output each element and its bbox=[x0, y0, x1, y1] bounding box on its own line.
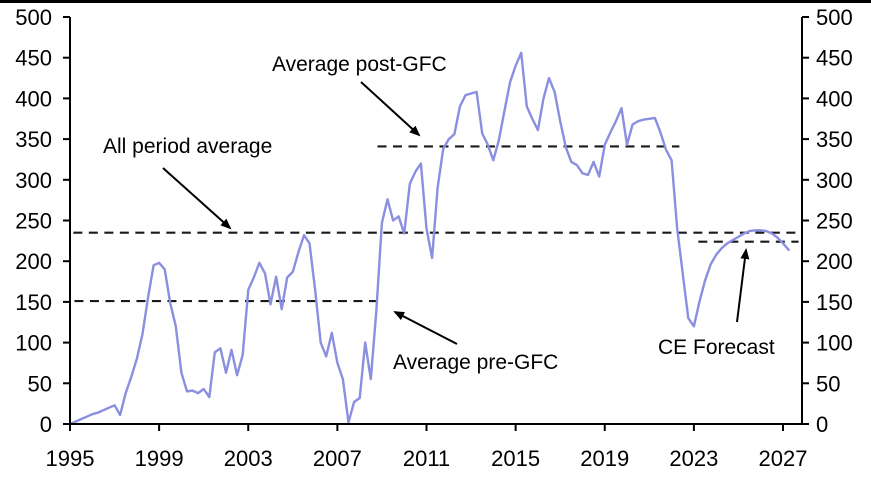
x-tick-label: 2027 bbox=[759, 446, 808, 471]
annotation-label-pre-gfc-average: Average pre-GFC bbox=[393, 351, 558, 374]
annotation-label-all-period-average: All period average bbox=[103, 135, 272, 158]
x-tick-label: 2023 bbox=[669, 446, 718, 471]
y-tick-label-right: 300 bbox=[816, 168, 853, 193]
y-tick-label-right: 500 bbox=[816, 5, 853, 30]
y-tick-label-left: 150 bbox=[15, 290, 52, 315]
y-tick-label-left: 100 bbox=[15, 331, 52, 356]
y-tick-label-right: 350 bbox=[816, 127, 853, 152]
annotation-label-ce-forecast: CE Forecast bbox=[658, 336, 775, 359]
x-tick-label: 1995 bbox=[46, 446, 95, 471]
y-tick-label-left: 200 bbox=[15, 249, 52, 274]
y-tick-label-left: 400 bbox=[15, 86, 52, 111]
y-tick-label-right: 200 bbox=[816, 249, 853, 274]
annotation-arrow-pre-gfc-average bbox=[393, 311, 458, 345]
y-tick-label-left: 450 bbox=[15, 46, 52, 71]
x-tick-label: 2011 bbox=[403, 446, 450, 471]
x-tick-label: 2007 bbox=[313, 446, 362, 471]
y-tick-label-left: 250 bbox=[15, 209, 52, 234]
y-tick-label-right: 100 bbox=[816, 331, 853, 356]
y-tick-label-right: 250 bbox=[816, 209, 853, 234]
annotation-arrow-post-gfc-average bbox=[360, 81, 421, 137]
y-tick-label-left: 350 bbox=[15, 127, 52, 152]
y-tick-label-left: 0 bbox=[40, 412, 52, 437]
y-tick-label-right: 400 bbox=[816, 86, 853, 111]
y-tick-label-left: 300 bbox=[15, 168, 52, 193]
reference-lines bbox=[73, 145, 801, 303]
annotation-label-post-gfc-average: Average post-GFC bbox=[272, 53, 447, 76]
x-tick-label: 1999 bbox=[135, 446, 184, 471]
line-chart: 0 0 50 50 100 100 150 150 200 200 250 250 300 300 350 3… bbox=[15, 5, 852, 471]
y-tick-label-left: 50 bbox=[28, 371, 52, 396]
y-tick-label-left: 500 bbox=[15, 5, 52, 30]
y-tick-label-right: 0 bbox=[816, 412, 828, 437]
y-tick-label-right: 50 bbox=[816, 371, 840, 396]
y-tick-label-right: 150 bbox=[816, 290, 853, 315]
annotation-arrow-ce-forecast bbox=[736, 248, 750, 323]
annotations: All period average Average post-GFC Averag… bbox=[103, 53, 775, 374]
data-series-line bbox=[68, 51, 790, 426]
y-tick-label-right: 450 bbox=[816, 46, 853, 71]
x-tick-label: 2003 bbox=[224, 446, 273, 471]
annotation-arrow-all-period-average bbox=[162, 167, 232, 230]
x-tick-label: 2019 bbox=[580, 446, 629, 471]
axis-ticks-and-labels: 0 0 50 50 100 100 150 150 200 200 250 250 300 300 350 3… bbox=[15, 5, 852, 471]
x-tick-label: 2015 bbox=[491, 446, 540, 471]
